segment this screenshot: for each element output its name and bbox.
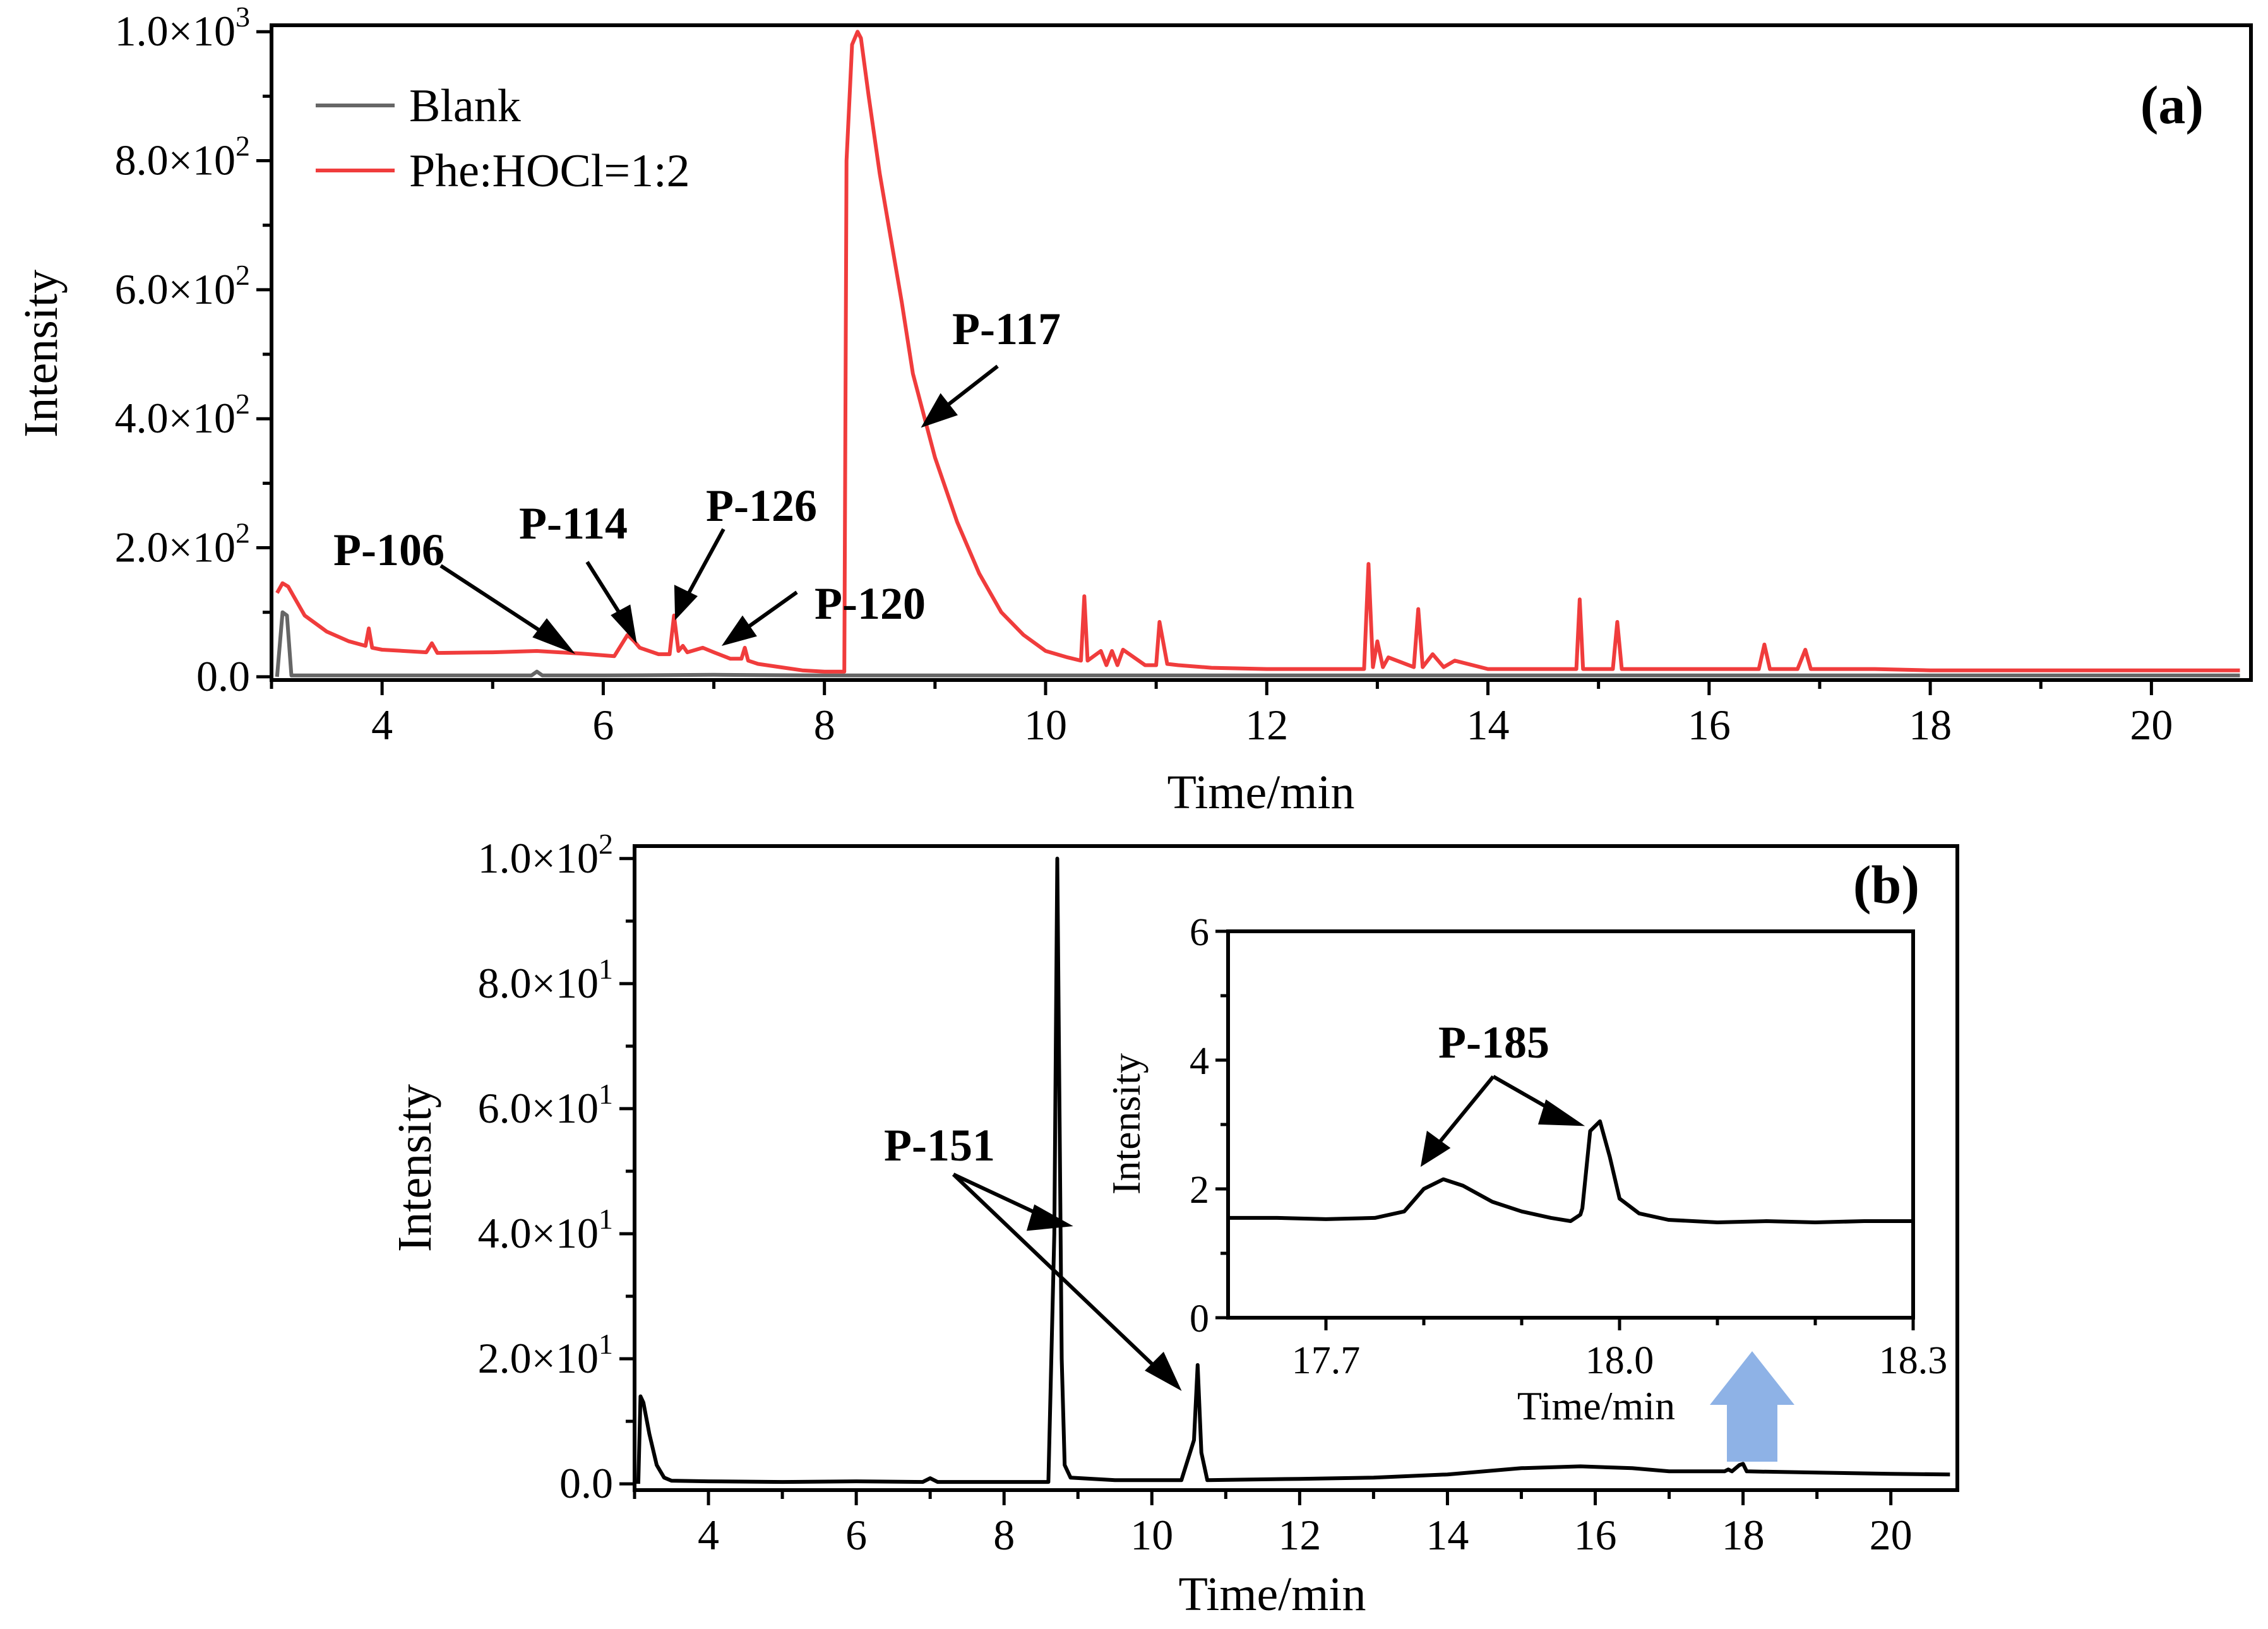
- inset-annotations: [1420, 1075, 1585, 1167]
- x-tick-label: 18: [1722, 1511, 1765, 1559]
- y-tick-label: 1.0×102: [478, 828, 613, 882]
- x-tick-label: 4: [698, 1511, 719, 1559]
- panel-b-annotations: [952, 1173, 1182, 1392]
- inset-y-axis-title: Intensity: [1104, 1053, 1149, 1195]
- y-tick-label: 1.0×103: [115, 1, 250, 55]
- x-tick-label: 12: [1278, 1511, 1321, 1559]
- arrow-p185-b-head: [1537, 1099, 1585, 1126]
- y-tick-label: 2.0×101: [478, 1328, 613, 1382]
- panel-b-y-axis-title: Intensity: [388, 1084, 441, 1252]
- inset-x-tick-label: 17.7: [1292, 1339, 1361, 1382]
- arrow-p120: [741, 590, 798, 633]
- y-tick-label: 6.0×101: [478, 1078, 613, 1132]
- series-blank-line: [275, 610, 2240, 677]
- label-p114: P-114: [519, 498, 628, 549]
- x-tick-label: 20: [1870, 1511, 1913, 1559]
- inset-x-tick-label: 18.0: [1585, 1339, 1654, 1382]
- x-tick-label: 8: [993, 1511, 1015, 1559]
- y-tick-label: 4.0×101: [478, 1203, 613, 1257]
- arrow-p126: [683, 528, 725, 601]
- x-tick-label: 20: [2130, 701, 2173, 749]
- y-tick-label: 0.0: [559, 1459, 613, 1507]
- panel-b: 4 6 8 10 12 14 16 18 200.02.0×1014.0×1016.0×1018…: [388, 828, 1959, 1621]
- arrow-p106: [439, 564, 557, 643]
- inset-ticks: 17.7 18.0 18.3 0 2 4 6: [1190, 911, 1947, 1382]
- arrow-p120-head: [721, 615, 757, 647]
- inset-series-layer: [1228, 1119, 1913, 1224]
- panel-b-frame: [633, 844, 1959, 1492]
- inset-series-line: [1228, 1119, 1913, 1224]
- arrow-p126-head: [674, 585, 698, 621]
- arrow-p151-b: [952, 1173, 1164, 1375]
- inset-y-tick-label: 4: [1190, 1040, 1209, 1083]
- arrow-p151-a: [952, 1173, 1049, 1220]
- x-tick-label: 18: [1909, 701, 1952, 749]
- series-sample-line: [636, 856, 1950, 1484]
- panel-a-annotations: [439, 364, 999, 654]
- panel-a-label: (a): [2140, 75, 2204, 135]
- y-tick-label: 4.0×102: [115, 388, 250, 442]
- label-p185: P-185: [1438, 1017, 1549, 1068]
- y-tick-label: 6.0×102: [115, 259, 250, 313]
- inset-pointer-arrow: [1710, 1351, 1794, 1462]
- x-tick-label: 10: [1024, 701, 1067, 749]
- panel-a-y-axis-title: Intensity: [15, 270, 68, 438]
- x-tick-label: 8: [814, 701, 835, 749]
- label-p120: P-120: [815, 578, 926, 629]
- arrow-p106-head: [532, 618, 576, 654]
- arrow-p117: [940, 364, 999, 412]
- panel-a-frame: [270, 23, 2253, 682]
- arrow-p151-b-head: [1145, 1351, 1182, 1392]
- label-p126: P-126: [706, 480, 817, 531]
- x-tick-label: 16: [1574, 1511, 1617, 1559]
- inset-y-tick-label: 2: [1190, 1169, 1209, 1212]
- label-p151: P-151: [884, 1120, 995, 1171]
- arrow-p114-head: [611, 604, 637, 644]
- panel-a: 4 6 8 10 12 14 16 18 20 0.0 2.0×102 4.0×102 6.0×102 8…: [15, 1, 2253, 819]
- legend-phe-hocl-label: Phe:HOCl=1:2: [409, 145, 690, 197]
- x-tick-label: 4: [371, 701, 393, 749]
- inset-x-axis-title: Time/min: [1517, 1383, 1675, 1428]
- series-phe-hocl-line: [275, 30, 2240, 674]
- arrow-p185-a: [1435, 1075, 1495, 1147]
- inset-y-tick-label: 0: [1190, 1298, 1209, 1340]
- inset-y-tick-label: 6: [1190, 911, 1209, 954]
- x-tick-label: 14: [1426, 1511, 1469, 1559]
- arrow-p117-head: [921, 393, 958, 428]
- x-tick-label: 14: [1467, 701, 1510, 749]
- arrow-p151-a-head: [1026, 1204, 1073, 1231]
- label-p106: P-106: [333, 525, 445, 575]
- panel-a-ticks: 4 6 8 10 12 14 16 18 20 0.0 2.0×102 4.0×102 6.0×102 8…: [115, 1, 2173, 749]
- inset: 17.7 18.0 18.3 0 2 4 6 Time/min Intensity P-18…: [1104, 911, 1947, 1428]
- x-tick-label: 10: [1130, 1511, 1173, 1559]
- panel-a-series-layer: [275, 30, 2240, 677]
- panel-b-series-layer: [636, 856, 1950, 1484]
- y-tick-label: 2.0×102: [115, 517, 250, 571]
- y-tick-label: 0.0: [196, 652, 250, 700]
- label-p117: P-117: [952, 304, 1061, 354]
- legend-blank-label: Blank: [409, 80, 521, 132]
- y-tick-label: 8.0×101: [478, 953, 613, 1007]
- x-tick-label: 6: [592, 701, 614, 749]
- panel-a-x-axis-title: Time/min: [1167, 766, 1354, 819]
- inset-x-tick-label: 18.3: [1879, 1339, 1948, 1382]
- x-tick-label: 16: [1688, 701, 1731, 749]
- panel-b-ticks: 4 6 8 10 12 14 16 18 200.02.0×1014.0×1016.0×1018…: [478, 828, 1913, 1559]
- panel-b-x-axis-title: Time/min: [1178, 1568, 1366, 1621]
- panel-b-label: (b): [1853, 854, 1919, 915]
- arrow-p185-a-head: [1420, 1130, 1451, 1167]
- y-tick-label: 8.0×102: [115, 130, 250, 184]
- x-tick-label: 6: [845, 1511, 867, 1559]
- x-tick-label: 12: [1245, 701, 1288, 749]
